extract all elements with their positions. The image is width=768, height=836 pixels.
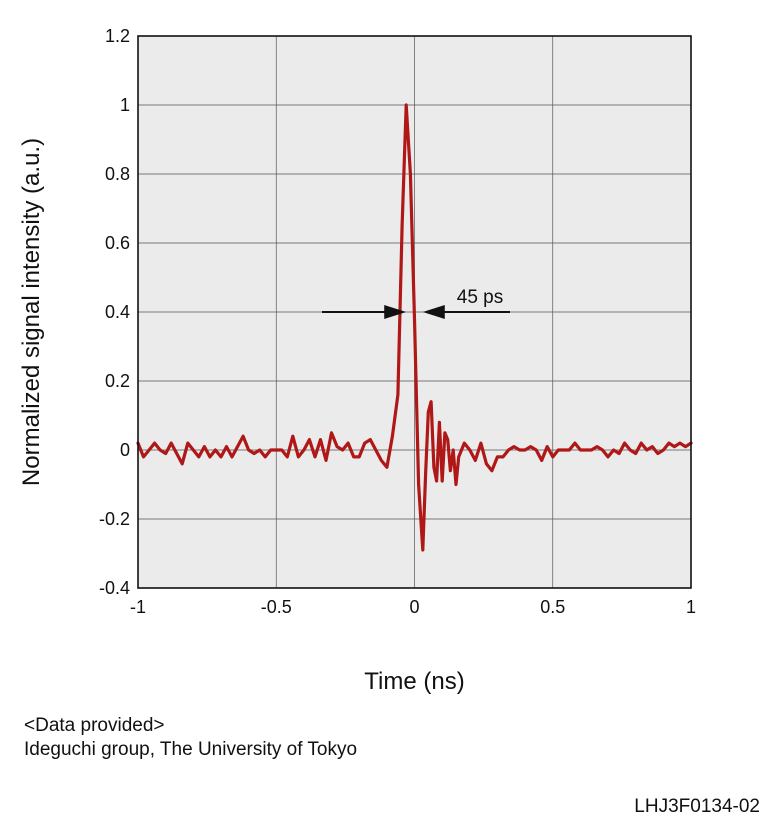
- data-credit-source: Ideguchi group, The University of Tokyo: [24, 739, 358, 760]
- chart: -0.4 -0.2 0 0.2 0.4 0.6 0.8 1 1.2 -1 -0.5 0 0.5 1 45…: [18, 26, 696, 695]
- y-tick-label: 0.2: [105, 371, 130, 391]
- y-tick-label: 0: [120, 440, 130, 460]
- data-credit-heading: <Data provided>: [24, 715, 165, 736]
- annotation-label: 45 ps: [457, 287, 503, 308]
- x-axis-label: Time (ns): [364, 668, 464, 695]
- y-tick-label: 1.2: [105, 26, 130, 46]
- x-tick-label: 0.5: [540, 597, 565, 617]
- y-tick-label: -0.2: [99, 509, 130, 529]
- annotation-arrowhead-right: [422, 305, 445, 319]
- x-tick-labels: -1 -0.5 0 0.5 1: [130, 597, 696, 617]
- x-tick-label: -1: [130, 597, 146, 617]
- x-tick-label: 0: [409, 597, 419, 617]
- x-tick-label: -0.5: [261, 597, 292, 617]
- fwhm-annotation: 45 ps: [322, 287, 510, 319]
- y-tick-label: 0.4: [105, 302, 130, 322]
- annotation-arrowhead-left: [384, 305, 407, 319]
- signal-line: [136, 103, 693, 552]
- x-tick-label: 1: [686, 597, 696, 617]
- figure-code: LHJ3F0134-02: [634, 796, 760, 817]
- y-tick-label: 1: [120, 95, 130, 115]
- data-credit: <Data provided> Ideguchi group, The Univ…: [24, 714, 357, 762]
- y-tick-label: -0.4: [99, 578, 130, 598]
- y-axis-label: Normalized signal intensity (a.u.): [18, 138, 45, 486]
- y-tick-label: 0.6: [105, 233, 130, 253]
- y-tick-label: 0.8: [105, 164, 130, 184]
- plot-frame: [137, 35, 692, 589]
- y-tick-labels: -0.4 -0.2 0 0.2 0.4 0.6 0.8 1 1.2: [99, 26, 130, 598]
